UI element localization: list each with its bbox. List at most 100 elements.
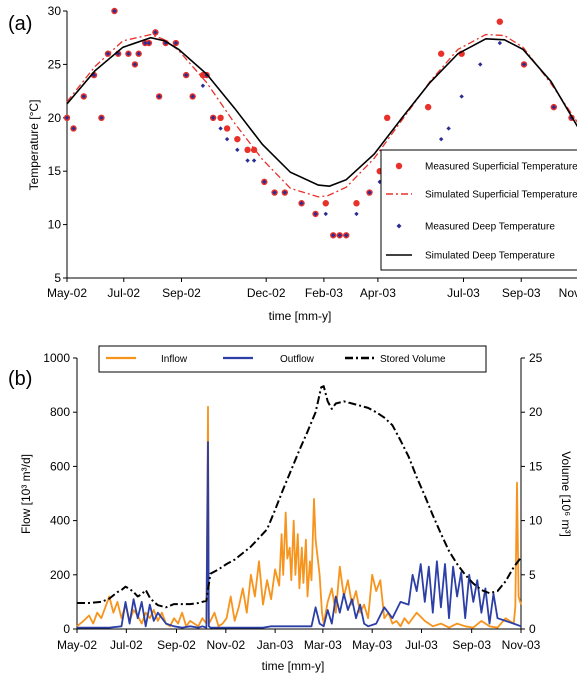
measured-deep-temperature-point xyxy=(91,72,97,78)
flow-volume-chart: (b) 0 200 400 600 800 1000 0 5 10 15 20 25 May-02 Jul… xyxy=(8,345,573,673)
volume-y-tick-label: 15 xyxy=(529,459,543,473)
flow-plot-area: 0 200 400 600 800 1000 0 5 10 15 20 25 May-02 Jul-02 S… xyxy=(43,345,543,652)
measured-deep-temperature-point xyxy=(367,190,372,195)
measured-deep-temperature-point xyxy=(153,30,158,35)
temperature-plot-area: 5 10 15 20 25 30 May-02 Jul-02 Sep-02 Dec-02 Feb-0… xyxy=(47,4,577,300)
measured-deep-temperature-point xyxy=(183,72,189,78)
flow-y-tick-label: 800 xyxy=(50,405,70,419)
temperature-x-tick-label: Sep-03 xyxy=(502,286,541,300)
flow-y-tick-label: 400 xyxy=(50,514,70,528)
measured-deep-temperature-point xyxy=(251,158,257,163)
flow-x-tick-label: Mar-03 xyxy=(304,638,342,652)
measured-superficial-temperature-point xyxy=(353,200,360,207)
flow-y-tick-label: 200 xyxy=(50,568,70,582)
measured-deep-temperature-point xyxy=(354,211,359,217)
temperature-x-tick-label: Feb-03 xyxy=(305,286,343,300)
legend-measured-superficial-temperature-marker xyxy=(395,162,403,170)
measured-deep-temperature-point xyxy=(224,136,230,142)
inflow-line xyxy=(76,405,522,629)
legend-measured-deep-temperature-label: Measured Deep Temperature xyxy=(425,222,555,233)
flow-x-tick-label: Jan-03 xyxy=(257,638,294,652)
panel-label-a: (a) xyxy=(8,13,32,35)
measured-deep-temperature-point xyxy=(156,94,162,99)
flow-x-tick-label: Nov-02 xyxy=(206,638,245,652)
measured-deep-temperature-point xyxy=(521,62,527,67)
measured-superficial-temperature-point xyxy=(322,200,329,207)
temperature-legend: Measured Superficial Temperature Simulate… xyxy=(380,149,577,271)
measured-superficial-temperature-point xyxy=(437,50,445,57)
legend-stored-volume-label: Stored Volume xyxy=(380,354,446,365)
measured-deep-temperature-point xyxy=(142,40,148,46)
measured-deep-temperature-point xyxy=(105,51,111,56)
legend-outflow-label: Outflow xyxy=(280,354,315,365)
flow-y-tick-label: 600 xyxy=(50,459,70,473)
volume-y-axis-title: Volume [10⁶ m³] xyxy=(559,451,573,537)
measured-deep-temperature-point xyxy=(132,62,138,67)
flow-x-tick-label: Jul-02 xyxy=(110,638,143,652)
measured-superficial-temperature-point xyxy=(383,114,391,122)
measured-superficial-temperature-point xyxy=(223,125,231,132)
temperature-x-tick-label: Sep-02 xyxy=(162,286,201,300)
measured-deep-temperature-point xyxy=(64,115,70,120)
flow-x-tick-label: Jul-03 xyxy=(405,638,438,652)
measured-deep-temperature-point xyxy=(190,94,195,99)
measured-deep-temperature-point xyxy=(126,51,131,56)
measured-deep-temperature-point xyxy=(163,40,168,46)
measured-deep-temperature-point xyxy=(459,94,464,99)
measured-deep-temperature-point xyxy=(71,126,76,131)
temperature-y-tick-label: 20 xyxy=(48,111,62,125)
temperature-y-tick-label: 30 xyxy=(48,4,62,18)
volume-y-tick-label: 10 xyxy=(529,514,543,528)
temperature-legend-box xyxy=(380,149,577,271)
measured-deep-temperature-point xyxy=(337,233,342,238)
measured-deep-temperature-point xyxy=(282,190,288,195)
measured-deep-temperature-point xyxy=(299,201,304,206)
flow-legend-box xyxy=(98,345,487,373)
volume-y-tick-label: 0 xyxy=(529,622,536,636)
legend-simulated-deep-temperature-label: Simulated Deep Temperature xyxy=(425,251,555,262)
temperature-y-tick-label: 5 xyxy=(54,271,61,285)
legend-inflow-label: Inflow xyxy=(161,354,188,365)
measured-deep-temperature-point xyxy=(99,115,104,120)
temperature-x-tick-label: May-02 xyxy=(47,286,87,300)
flow-x-axis-title: time [mm-y] xyxy=(262,659,325,673)
flow-x-tick-label: Nov-03 xyxy=(502,638,541,652)
legend-simulated-superficial-temperature-label: Simulated Superficial Temperature xyxy=(425,190,577,201)
measured-deep-temperature-point xyxy=(323,211,328,217)
measured-deep-temperature-point xyxy=(272,190,277,195)
measured-superficial-temperature-point xyxy=(244,146,251,154)
measured-deep-temperature-point xyxy=(478,62,483,67)
flow-legend: Inflow Outflow Stored Volume xyxy=(98,345,487,373)
measured-deep-temperature-point xyxy=(115,51,121,56)
temperature-x-tick-label: Apr-03 xyxy=(360,286,396,300)
measured-deep-temperature-point xyxy=(313,211,318,217)
measured-deep-temperature-point xyxy=(262,179,267,185)
measured-superficial-temperature-point xyxy=(496,18,504,25)
temperature-x-tick-label: Dec-02 xyxy=(247,286,286,300)
flow-y-tick-label: 0 xyxy=(63,622,70,636)
measured-deep-temperature-point xyxy=(210,115,216,120)
measured-superficial-temperature-point xyxy=(217,114,224,122)
measured-deep-temperature-point xyxy=(446,126,451,131)
measured-superficial-temperature-point xyxy=(424,103,432,111)
temperature-y-axis-title: Temperature [°C] xyxy=(27,100,41,191)
temperature-x-tick-label: Nov-03 xyxy=(559,286,577,300)
measured-deep-temperature-point xyxy=(112,8,117,14)
stored-volume-line xyxy=(77,385,522,609)
temperature-x-tick-label: Jul-03 xyxy=(447,286,480,300)
measured-deep-temperature-point xyxy=(551,104,556,110)
measured-deep-temperature-point xyxy=(245,158,250,163)
panel-label-b: (b) xyxy=(8,368,32,390)
flow-x-tick-label: Sep-02 xyxy=(157,638,196,652)
volume-y-tick-label: 5 xyxy=(529,568,536,582)
measured-deep-temperature-point xyxy=(173,40,179,46)
measured-deep-temperature-point xyxy=(438,136,444,142)
measured-deep-temperature-point xyxy=(146,40,152,46)
temperature-chart: (a) 5 10 15 20 25 30 May-02 Jul-02 Sep-02 Dec-02 F… xyxy=(8,4,577,323)
volume-y-tick-label: 25 xyxy=(529,351,543,365)
measured-deep-temperature-point xyxy=(136,51,141,56)
temperature-y-tick-label: 10 xyxy=(48,218,62,232)
legend-measured-deep-temperature-marker xyxy=(396,223,402,229)
measured-superficial-temperature-point xyxy=(234,135,241,143)
